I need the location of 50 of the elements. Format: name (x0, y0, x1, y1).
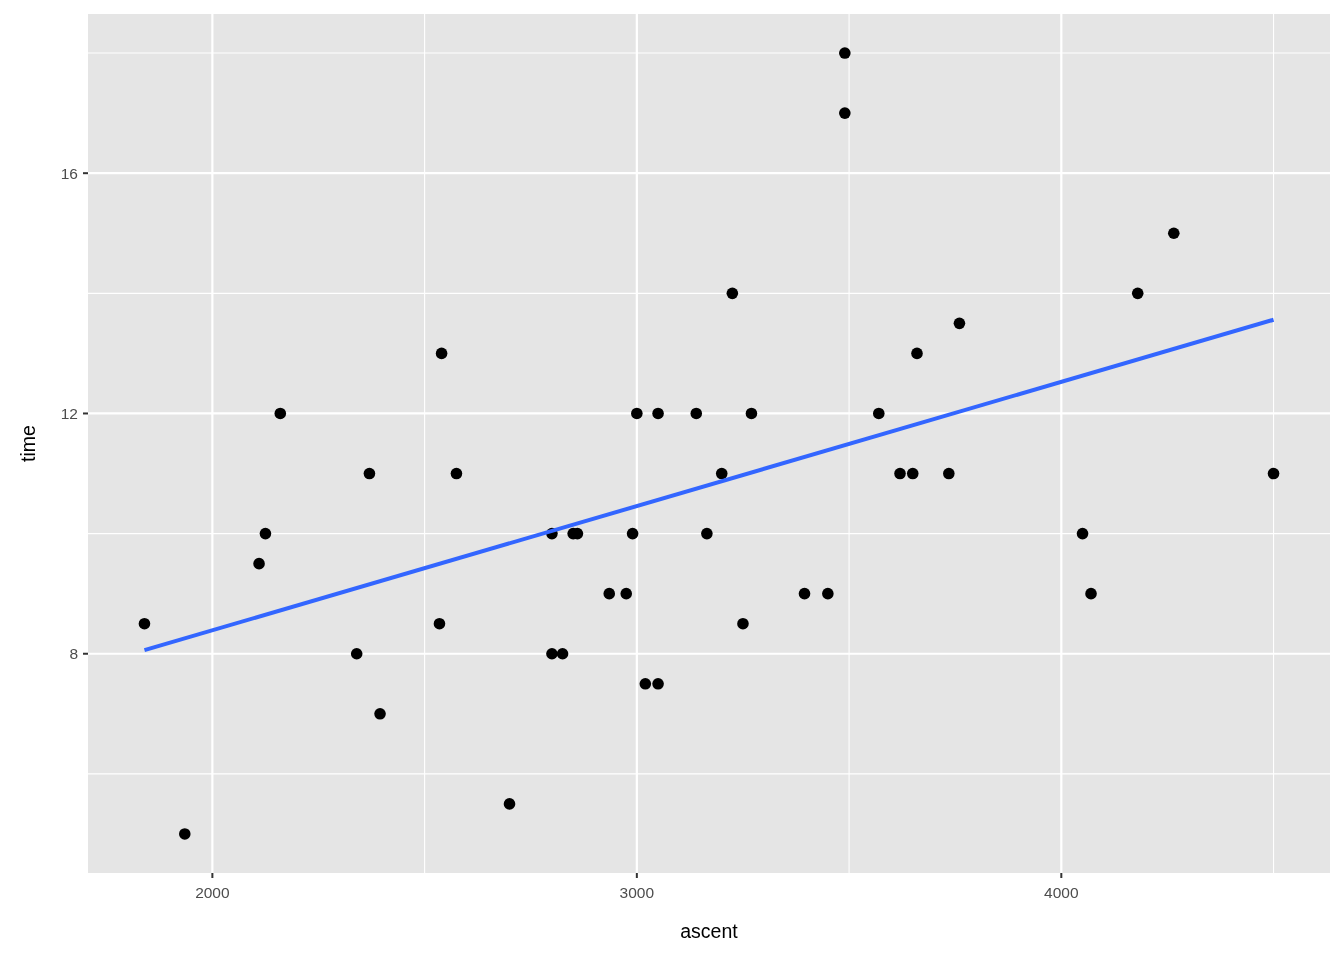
point (911, 347, 923, 360)
point (138, 617, 151, 630)
point (363, 467, 376, 480)
point (626, 527, 639, 540)
point (350, 647, 363, 660)
point (652, 677, 664, 690)
point (503, 798, 516, 810)
point (1167, 227, 1180, 240)
y-tick-label: 8 (69, 645, 78, 663)
x-tick-label: 4000 (1044, 884, 1079, 901)
point (745, 407, 758, 420)
point (178, 828, 191, 840)
x-axis-title: ascent (680, 920, 739, 942)
point (435, 347, 448, 360)
y-tick-label: 16 (60, 164, 78, 182)
x-tick-label: 3000 (619, 884, 655, 901)
point (620, 587, 633, 600)
y-axis-title: time (17, 425, 39, 462)
point (556, 647, 569, 660)
point (839, 47, 851, 59)
point (822, 587, 834, 600)
point (953, 317, 966, 330)
point (546, 647, 558, 660)
point (374, 708, 386, 720)
point (1085, 587, 1097, 600)
point (1267, 467, 1280, 480)
point (894, 467, 906, 480)
point (1076, 527, 1089, 540)
point (1131, 287, 1144, 300)
point (943, 467, 955, 480)
point (798, 587, 811, 600)
point (603, 587, 616, 600)
point (701, 527, 713, 540)
point (690, 407, 703, 420)
point (433, 617, 446, 630)
point (737, 617, 749, 630)
point (253, 557, 265, 570)
point (715, 467, 728, 480)
point (450, 467, 463, 480)
point (906, 467, 919, 480)
point (839, 107, 851, 119)
point (274, 407, 287, 420)
point (872, 407, 885, 420)
point (652, 407, 664, 420)
point (259, 527, 272, 540)
x-tick-label: 2000 (195, 884, 230, 901)
point (631, 407, 643, 420)
point (639, 677, 652, 690)
y-tick-label: 12 (60, 404, 78, 422)
point (726, 287, 739, 300)
